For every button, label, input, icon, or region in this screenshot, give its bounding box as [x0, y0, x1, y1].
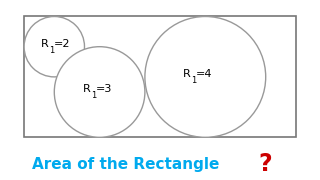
Text: =2: =2 [53, 39, 70, 49]
Text: ?: ? [258, 152, 272, 176]
Circle shape [24, 17, 84, 77]
Text: Area of the Rectangle: Area of the Rectangle [32, 157, 219, 172]
Bar [24, 17, 296, 137]
Text: 1: 1 [91, 91, 97, 100]
Text: R: R [183, 69, 190, 79]
Circle shape [145, 17, 266, 137]
Text: R: R [41, 39, 48, 49]
Circle shape [54, 47, 145, 137]
Text: 1: 1 [191, 76, 196, 85]
Text: =3: =3 [96, 84, 112, 94]
Text: R: R [83, 84, 91, 94]
Text: 1: 1 [49, 46, 54, 55]
Text: =4: =4 [196, 69, 212, 79]
